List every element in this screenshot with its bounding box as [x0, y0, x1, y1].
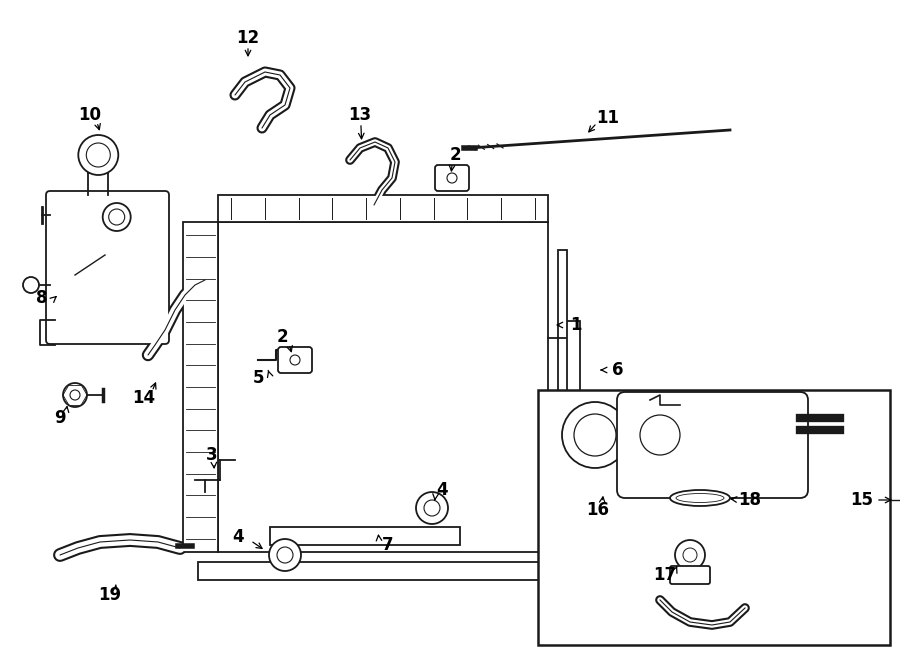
Text: 13: 13	[348, 106, 372, 124]
Circle shape	[290, 355, 300, 365]
Text: 9: 9	[54, 409, 66, 427]
Ellipse shape	[670, 490, 730, 506]
Circle shape	[683, 548, 697, 562]
Text: 15: 15	[850, 491, 874, 509]
FancyBboxPatch shape	[617, 392, 808, 498]
Circle shape	[416, 492, 448, 524]
Text: 5: 5	[252, 369, 264, 387]
Text: 4: 4	[232, 528, 244, 546]
Text: 4: 4	[436, 481, 448, 499]
Bar	[538, 390, 890, 645]
Circle shape	[103, 203, 130, 231]
Bar	[566, 321, 580, 420]
Text: 6: 6	[612, 361, 624, 379]
Circle shape	[447, 173, 457, 183]
Text: 12: 12	[237, 29, 259, 47]
Bar	[198, 562, 568, 580]
FancyBboxPatch shape	[278, 347, 312, 373]
Text: 14: 14	[132, 389, 156, 407]
Bar	[218, 195, 548, 222]
Circle shape	[78, 135, 118, 175]
FancyBboxPatch shape	[46, 191, 169, 344]
Circle shape	[640, 415, 680, 455]
Circle shape	[574, 414, 616, 456]
Text: 1: 1	[571, 316, 581, 334]
Circle shape	[23, 277, 39, 293]
Circle shape	[675, 540, 705, 570]
Circle shape	[70, 390, 80, 400]
Text: 17: 17	[653, 566, 677, 584]
Text: 16: 16	[587, 501, 609, 519]
Bar	[218, 222, 548, 552]
Circle shape	[562, 402, 628, 468]
Bar	[183, 222, 218, 552]
Circle shape	[277, 547, 293, 563]
FancyBboxPatch shape	[670, 566, 710, 584]
Circle shape	[424, 500, 440, 516]
Text: 2: 2	[449, 146, 461, 164]
Text: 19: 19	[98, 586, 122, 604]
Text: 8: 8	[36, 289, 48, 307]
Text: 7: 7	[382, 536, 394, 554]
Circle shape	[86, 143, 111, 167]
Circle shape	[109, 209, 125, 225]
Bar	[270, 527, 460, 545]
Text: 11: 11	[597, 109, 619, 127]
Text: 18: 18	[739, 491, 761, 509]
Ellipse shape	[676, 494, 724, 502]
FancyBboxPatch shape	[435, 165, 469, 191]
Circle shape	[63, 383, 87, 407]
Text: 3: 3	[206, 446, 218, 464]
Circle shape	[269, 539, 301, 571]
Bar	[558, 250, 567, 430]
Text: 2: 2	[276, 328, 288, 346]
Text: 10: 10	[78, 106, 102, 124]
